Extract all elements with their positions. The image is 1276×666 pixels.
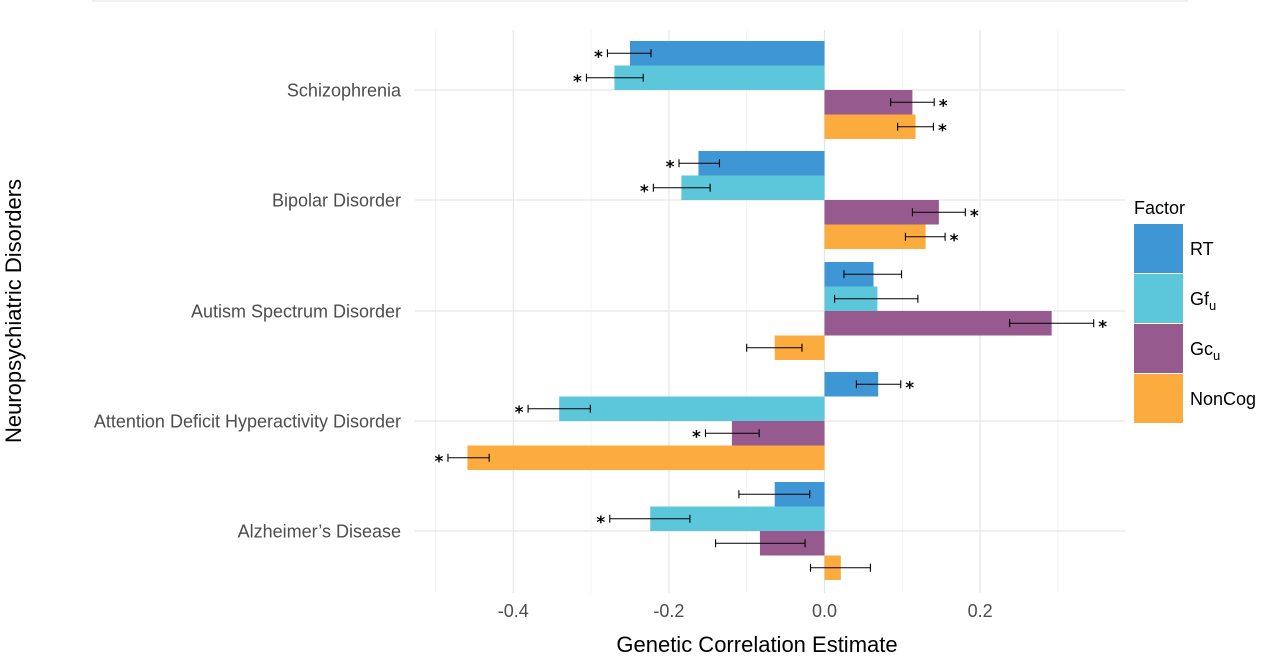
significance-markers: * * * * * * * * * * * * * *	[435, 47, 1108, 533]
legend-label-gfu: Gfu	[1190, 289, 1216, 313]
legend-label-noncog: NonCog	[1190, 389, 1256, 409]
x-tick-label: -0.4	[498, 601, 529, 621]
significance-star: *	[1098, 317, 1107, 337]
bar-gfu	[614, 65, 825, 90]
significance-star: *	[515, 403, 524, 423]
legend-key-rt	[1134, 224, 1183, 273]
legend-key-gfu	[1134, 274, 1183, 323]
y-tick-label: Autism Spectrum Disorder	[191, 302, 401, 322]
significance-star: *	[596, 513, 605, 533]
legend-label-rt: RT	[1190, 239, 1214, 259]
bar-gfu	[559, 396, 825, 421]
significance-star: *	[939, 96, 948, 116]
significance-star: *	[573, 72, 582, 92]
x-tick-label: 0.2	[968, 601, 993, 621]
x-tick-label: 0.0	[812, 601, 837, 621]
significance-star: *	[938, 121, 947, 141]
legend: Factor RT Gfu Gcu NonCog	[1134, 198, 1256, 423]
legend-key-noncog	[1134, 374, 1183, 423]
significance-star: *	[950, 231, 959, 251]
significance-star: *	[666, 157, 675, 177]
significance-star: *	[594, 47, 603, 67]
y-tick-label: Attention Deficit Hyperactivity Disorder	[94, 412, 401, 432]
y-tick-label: Bipolar Disorder	[272, 191, 401, 211]
y-axis-ticks: Schizophrenia Bipolar Disorder Autism Spec…	[94, 81, 402, 542]
bar-rt	[630, 41, 825, 66]
y-axis-title: Neuropsychiatric Disorders	[1, 179, 26, 443]
legend-title: Factor	[1134, 198, 1185, 218]
legend-label-gcu: Gcu	[1190, 339, 1220, 363]
significance-star: *	[970, 206, 979, 226]
significance-star: *	[640, 182, 649, 202]
error-bars	[447, 49, 1095, 572]
x-tick-label: -0.2	[653, 601, 684, 621]
x-axis-title: Genetic Correlation Estimate	[616, 632, 897, 657]
bar-noncog	[467, 445, 825, 470]
x-axis-ticks: -0.4 -0.2 0.0 0.2	[498, 601, 993, 621]
y-tick-label: Schizophrenia	[287, 81, 402, 101]
significance-star: *	[435, 452, 444, 472]
significance-star: *	[692, 427, 701, 447]
significance-star: *	[905, 378, 914, 398]
y-tick-label: Alzheimer’s Disease	[238, 522, 401, 542]
legend-key-gcu	[1134, 324, 1183, 373]
